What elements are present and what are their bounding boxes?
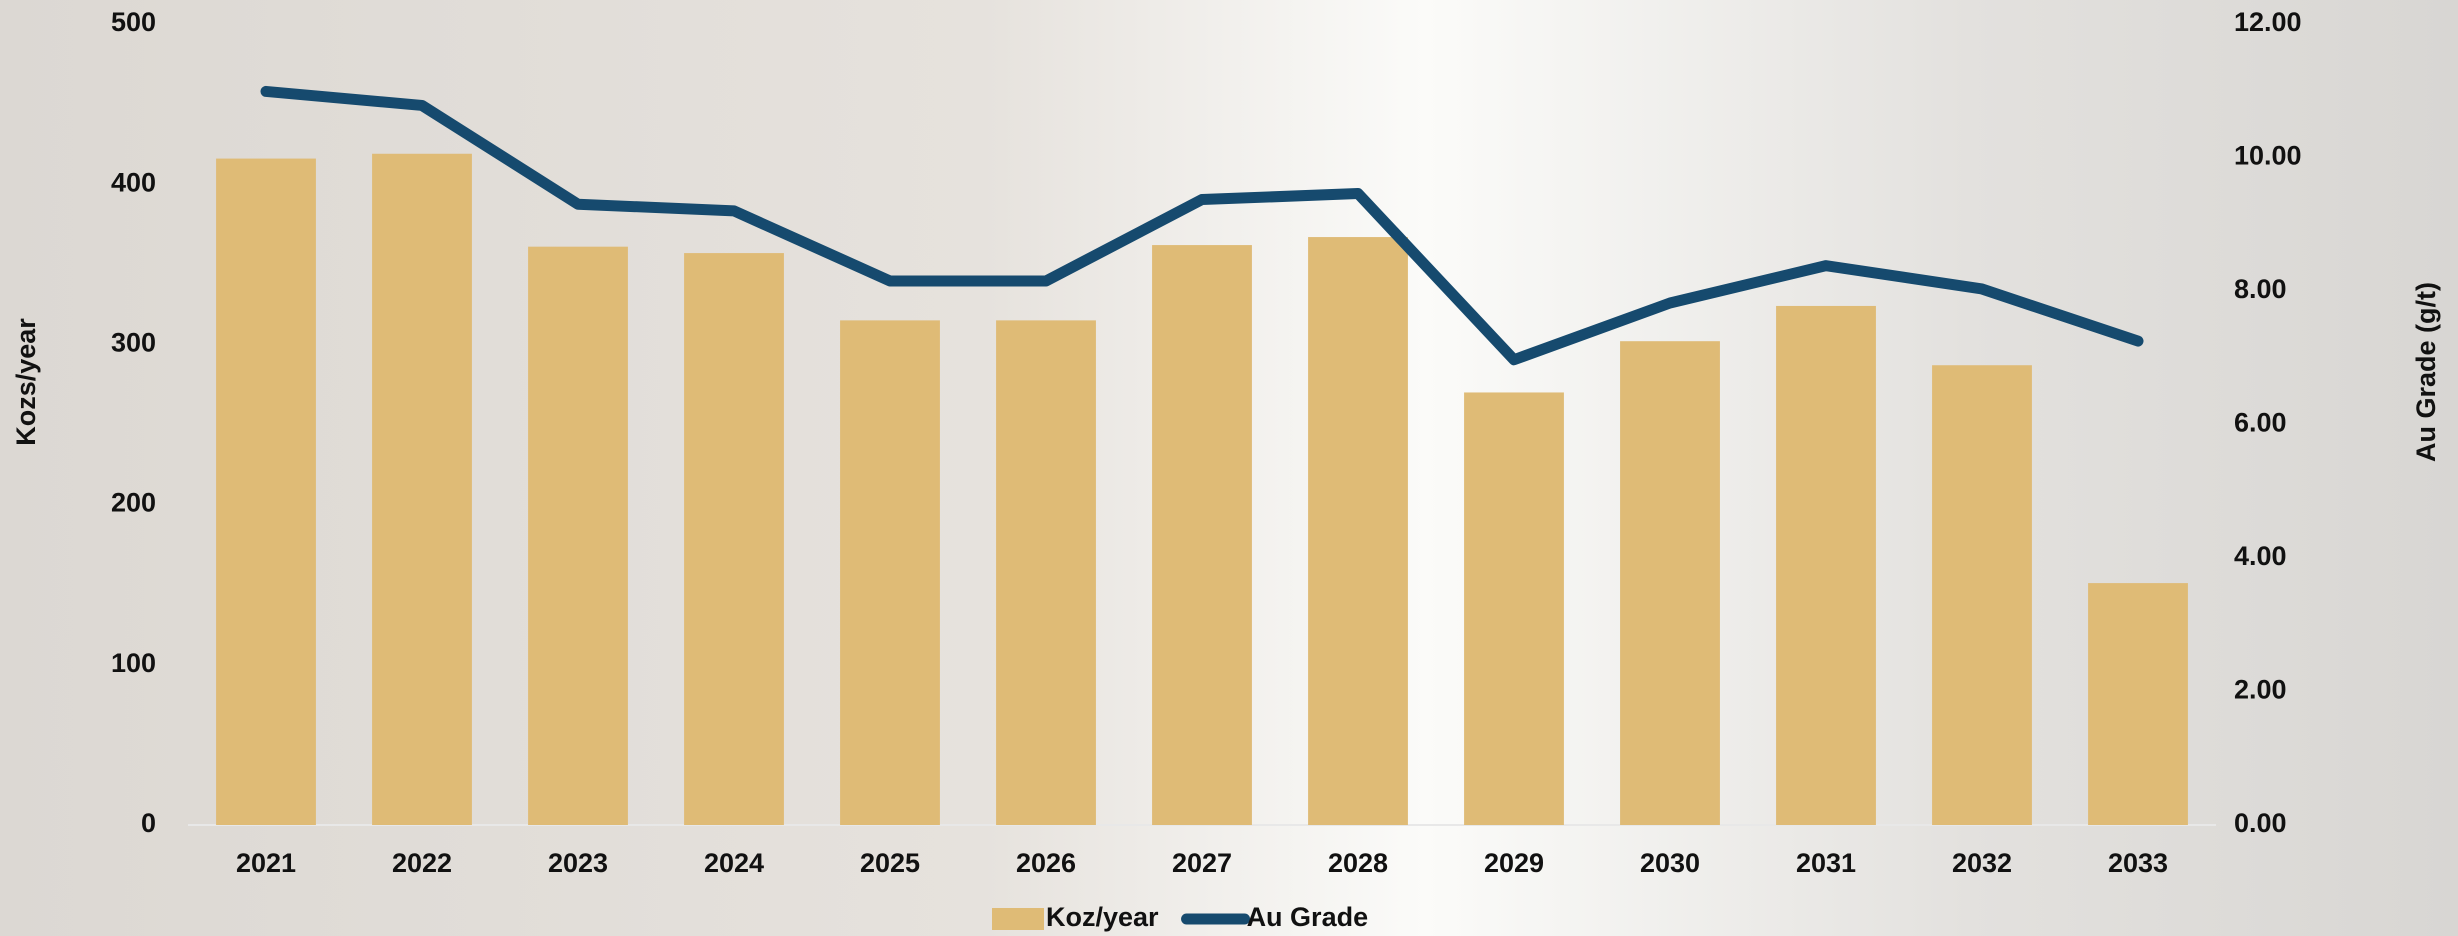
bar xyxy=(1308,237,1408,826)
x-tick-label: 2022 xyxy=(392,848,452,878)
y2-tick-label: 0.00 xyxy=(2234,808,2287,838)
bar xyxy=(1776,305,1876,825)
legend-label: Au Grade xyxy=(1247,902,1369,932)
y2-tick-label: 6.00 xyxy=(2234,408,2287,438)
bar xyxy=(1464,392,1564,825)
bar xyxy=(2088,583,2188,825)
bar xyxy=(1152,245,1252,826)
y-axis-title: Kozs/year xyxy=(11,318,41,446)
x-tick-label: 2032 xyxy=(1952,848,2012,878)
x-tick-label: 2027 xyxy=(1172,848,1232,878)
y2-tick-label: 10.00 xyxy=(2234,141,2302,171)
x-tick-label: 2023 xyxy=(548,848,608,878)
bar xyxy=(372,153,472,826)
x-tick-label: 2026 xyxy=(1016,848,1076,878)
x-tick-label: 2033 xyxy=(2108,848,2168,878)
bar xyxy=(528,246,628,826)
x-tick-label: 2021 xyxy=(236,848,296,878)
x-tick-label: 2028 xyxy=(1328,848,1388,878)
bar xyxy=(1620,341,1720,825)
x-tick-label: 2031 xyxy=(1796,848,1856,878)
bar xyxy=(840,320,940,825)
y-tick-label: 300 xyxy=(111,328,156,358)
y-tick-label: 100 xyxy=(111,648,156,678)
x-tick-label: 2025 xyxy=(860,848,920,878)
bar xyxy=(1932,365,2032,825)
x-tick-label: 2030 xyxy=(1640,848,1700,878)
x-tick-label: 2024 xyxy=(704,848,764,878)
y-tick-label: 200 xyxy=(111,488,156,518)
y2-tick-label: 8.00 xyxy=(2234,274,2287,304)
y-tick-label: 400 xyxy=(111,167,156,197)
y2-axis-title: Au Grade (g/t) xyxy=(2411,282,2441,462)
y-tick-label: 0 xyxy=(141,808,156,838)
bar xyxy=(684,253,784,825)
bar xyxy=(216,158,316,825)
y-tick-label: 500 xyxy=(111,7,156,37)
y2-tick-label: 12.00 xyxy=(2234,7,2302,37)
legend-swatch xyxy=(992,908,1044,930)
bar xyxy=(996,320,1096,825)
legend-label: Koz/year xyxy=(1046,902,1159,932)
x-tick-label: 2029 xyxy=(1484,848,1544,878)
y2-tick-label: 4.00 xyxy=(2234,541,2287,571)
line xyxy=(260,85,2144,366)
y2-tick-label: 2.00 xyxy=(2234,675,2287,705)
